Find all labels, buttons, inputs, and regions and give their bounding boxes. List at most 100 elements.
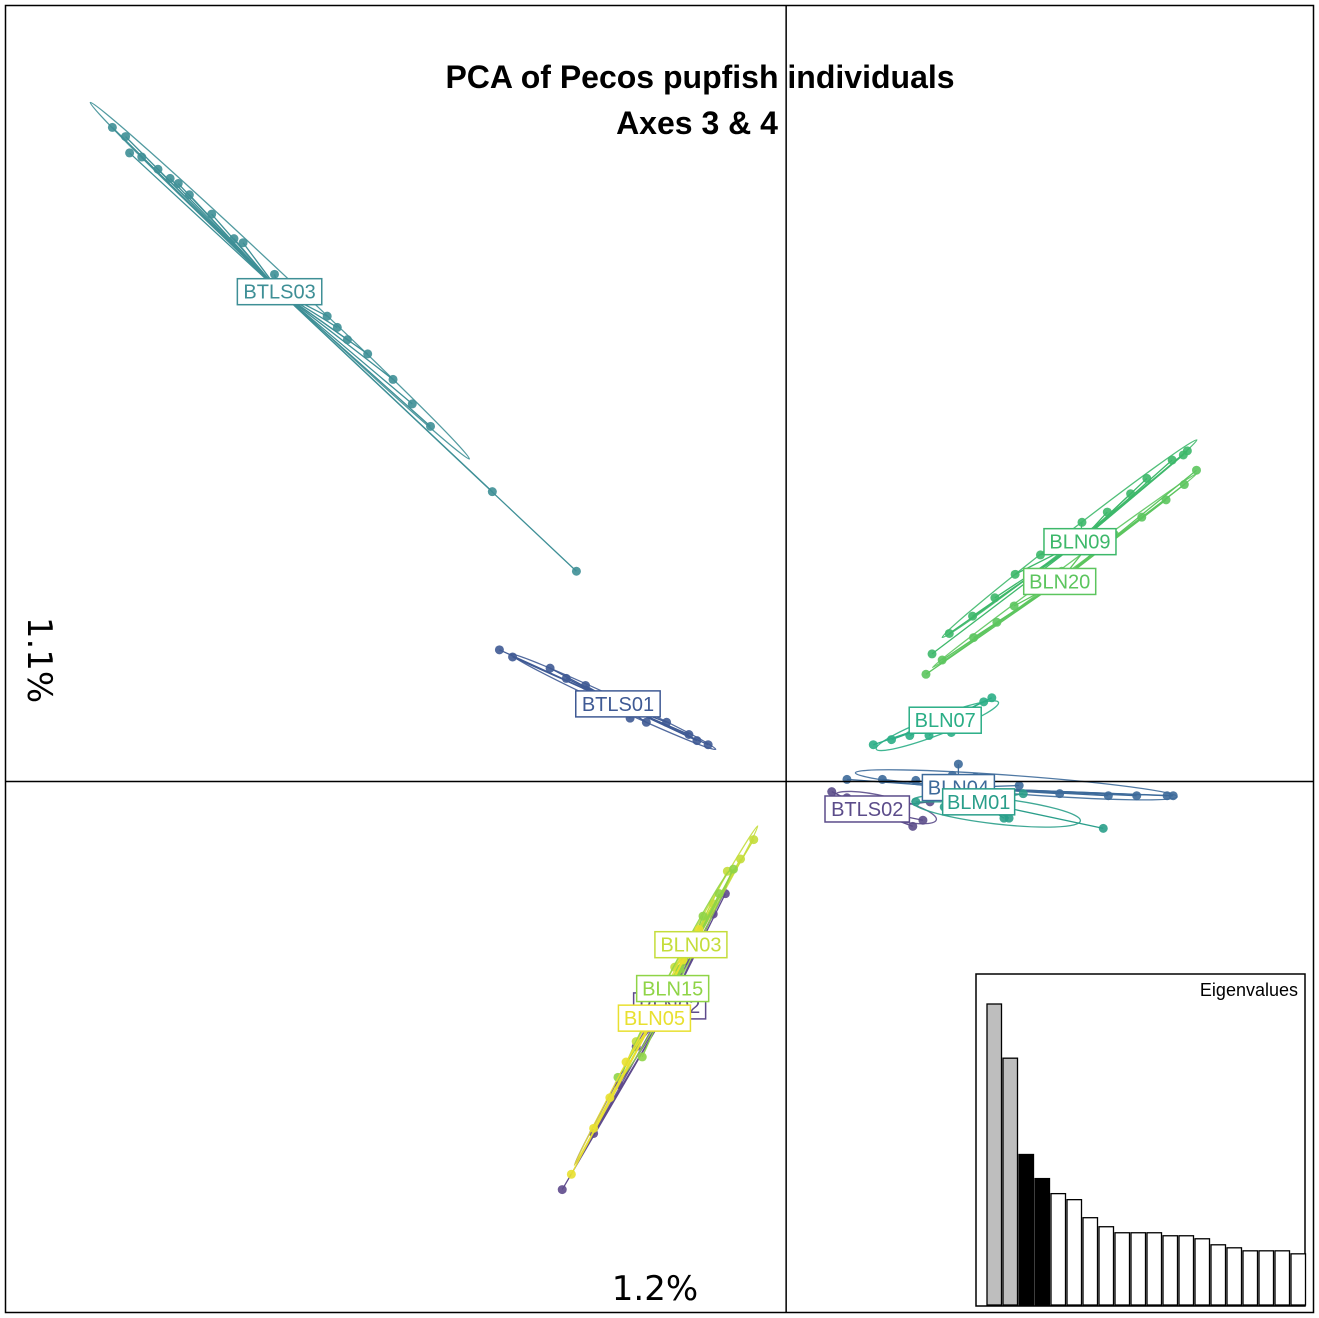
eigenvalue-bar-8: [1098, 1226, 1115, 1306]
y-axis-label: 1.1%: [19, 617, 59, 703]
point-btls03: [173, 179, 183, 189]
point-bln15: [698, 911, 708, 921]
segment-btls03: [279, 291, 413, 405]
point-btls03: [487, 487, 497, 497]
label-text-btls03: BTLS03: [243, 282, 315, 304]
segment-btls03: [129, 152, 280, 293]
point-btls01: [494, 645, 504, 655]
point-bln20: [1161, 495, 1171, 505]
point-btls03: [322, 311, 332, 321]
eigenvalue-bar-17: [1242, 1250, 1259, 1306]
point-btls03: [332, 322, 342, 332]
label-text-blm01: BLM01: [947, 792, 1010, 814]
point-bln09: [1167, 455, 1177, 465]
label-text-btls02: BTLS02: [831, 799, 903, 821]
eigenvalue-bar-9: [1114, 1232, 1131, 1306]
point-bln07: [887, 735, 897, 745]
point-btls03: [153, 164, 163, 174]
label-btls01: BTLS01: [575, 690, 661, 718]
point-bln04: [911, 775, 921, 785]
point-btls03: [363, 349, 373, 359]
point-bln20: [937, 655, 947, 665]
point-bln09: [1010, 569, 1020, 579]
point-bln09: [1102, 507, 1112, 517]
point-bln02: [557, 1185, 567, 1195]
point-bln20: [1191, 465, 1201, 475]
point-btls01: [545, 663, 555, 673]
point-bln20: [969, 633, 979, 643]
point-btls03: [165, 173, 175, 183]
label-box-blm01: [941, 788, 1016, 816]
eigenvalue-bars: [986, 1003, 1307, 1306]
eigenvalue-bar-10: [1130, 1232, 1147, 1306]
point-bln03: [736, 854, 746, 864]
point-bln20: [1179, 480, 1189, 490]
label-box-bln20: [1022, 567, 1097, 596]
point-btls03: [121, 132, 131, 142]
point-bln09: [1077, 517, 1087, 527]
eigenvalue-bar-13: [1178, 1235, 1195, 1306]
inset-title: Eigenvalues: [1200, 980, 1298, 1000]
label-bln03: BLN03: [654, 930, 728, 959]
eigenvalue-bar-11: [1146, 1232, 1163, 1306]
eigenvalue-bar-14: [1194, 1238, 1211, 1306]
point-btls01: [641, 717, 651, 727]
eigenvalue-bar-4: [1034, 1177, 1051, 1306]
x-axis-label: 1.2%: [612, 1269, 698, 1309]
chart-title: PCA of Pecos pupfish individuals: [445, 59, 954, 95]
point-bln04: [1055, 789, 1065, 799]
point-btls03: [207, 209, 217, 219]
point-btls03: [426, 421, 436, 431]
point-btls03: [107, 122, 117, 132]
eigenvalue-bar-12: [1162, 1235, 1179, 1306]
eigenvalue-bar-15: [1210, 1244, 1227, 1306]
point-btls01: [561, 673, 571, 683]
point-btls03: [407, 399, 417, 409]
point-bln09: [1182, 446, 1192, 456]
point-bln09: [990, 593, 1000, 603]
point-bln03: [749, 835, 759, 845]
point-btls03: [137, 152, 147, 162]
point-btls03: [571, 566, 581, 576]
label-bln07: BLN07: [908, 706, 982, 734]
point-bln20: [1009, 601, 1019, 611]
label-box-bln03: [654, 930, 728, 959]
label-bln05: BLN05: [617, 1004, 692, 1032]
point-bln07: [987, 693, 997, 703]
point-bln09: [944, 628, 954, 638]
group-bln05: [566, 924, 704, 1179]
point-btls01: [692, 736, 702, 746]
point-btls01: [703, 740, 713, 750]
label-box-btls03: [236, 277, 323, 306]
label-text-btls01: BTLS01: [582, 694, 654, 716]
label-box-btls01: [575, 690, 661, 718]
point-bln20: [992, 617, 1002, 627]
point-btls03: [184, 190, 194, 200]
point-bln05: [566, 1169, 576, 1179]
point-bln04: [1103, 791, 1113, 801]
segment-btls03: [188, 194, 281, 293]
segment-btls03: [279, 291, 577, 572]
point-bln09: [927, 649, 937, 659]
label-box-bln07: [908, 706, 982, 734]
point-blm01: [1098, 823, 1108, 833]
label-box-bln05: [617, 1004, 692, 1032]
label-text-bln09: BLN09: [1049, 532, 1110, 554]
point-bln04: [1132, 791, 1142, 801]
label-layer: BTLS03BTLS01BTLS02BLN04BLM01BLN07BLN09BL…: [236, 277, 1117, 1032]
eigenvalue-bar-7: [1082, 1217, 1099, 1306]
point-btls02: [827, 787, 837, 797]
point-bln15: [728, 864, 738, 874]
eigenvalue-bar-20: [1290, 1253, 1307, 1306]
label-bln20: BLN20: [1022, 567, 1097, 596]
point-blm01: [1004, 813, 1014, 823]
point-bln04: [1014, 781, 1024, 791]
label-bln15: BLN15: [635, 974, 710, 1003]
point-bln07: [868, 740, 878, 750]
label-btls03: BTLS03: [236, 277, 323, 306]
point-btls01: [662, 717, 672, 727]
label-btls02: BTLS02: [824, 795, 911, 823]
point-btls01: [684, 730, 694, 740]
point-bln04: [877, 774, 887, 784]
label-bln09: BLN09: [1043, 527, 1117, 556]
